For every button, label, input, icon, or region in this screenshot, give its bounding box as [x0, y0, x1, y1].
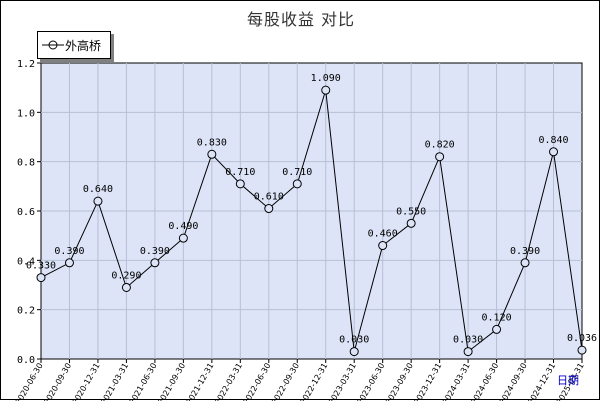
data-label: 0.840 — [538, 135, 568, 146]
data-point — [37, 274, 45, 282]
data-label: 0.710 — [282, 167, 312, 178]
data-label: 0.460 — [368, 229, 398, 240]
data-label: 0.610 — [254, 192, 284, 203]
x-tick-label: 2024-06-30 — [469, 362, 500, 401]
data-label: 0.490 — [168, 221, 198, 232]
data-point — [151, 259, 159, 267]
data-point — [407, 219, 415, 227]
data-point — [265, 205, 273, 213]
legend-marker-icon — [42, 38, 64, 52]
data-label: 0.290 — [111, 270, 141, 281]
data-label: 0.820 — [425, 140, 455, 151]
data-point — [350, 348, 358, 356]
data-point — [578, 346, 586, 354]
x-tick-label: 2021-12-31 — [185, 362, 216, 401]
x-tick-label: 2021-03-31 — [99, 362, 130, 401]
data-point — [65, 259, 73, 267]
data-point — [293, 180, 301, 188]
data-point — [322, 86, 330, 94]
x-axis: 2020-06-302020-09-302020-12-312021-03-31… — [14, 359, 586, 401]
data-point — [94, 197, 102, 205]
x-tick-label: 2020-06-30 — [14, 362, 45, 401]
legend-entry-label: 外高桥 — [65, 37, 101, 54]
x-axis-title: 日期 — [557, 372, 579, 388]
y-tick-label: 0.6 — [17, 207, 35, 218]
x-tick-label: 2021-09-30 — [156, 362, 187, 401]
data-point — [179, 234, 187, 242]
y-tick-label: 1.2 — [17, 59, 35, 70]
data-label: 0.390 — [510, 246, 540, 257]
data-label: 0.030 — [339, 335, 369, 346]
data-label: 0.390 — [54, 246, 84, 257]
data-label: 0.030 — [453, 335, 483, 346]
data-label: 1.090 — [311, 73, 341, 84]
data-label: 0.710 — [225, 167, 255, 178]
data-label: 0.640 — [83, 184, 113, 195]
y-tick-label: 1.0 — [17, 108, 35, 119]
x-tick-label: 2023-09-30 — [384, 362, 415, 401]
legend: 外高桥 — [37, 31, 111, 59]
data-label: 0.550 — [396, 206, 426, 217]
x-tick-label: 2022-06-30 — [241, 362, 272, 401]
y-tick-label: 0.8 — [17, 158, 35, 169]
x-tick-label: 2022-09-30 — [270, 362, 301, 401]
data-point — [236, 180, 244, 188]
data-label: 0.120 — [482, 312, 512, 323]
x-tick-label: 2023-12-31 — [412, 362, 443, 401]
data-point — [521, 259, 529, 267]
x-tick-label: 2024-12-31 — [526, 362, 557, 401]
x-tick-label: 2022-03-31 — [213, 362, 244, 401]
y-tick-label: 0.2 — [17, 306, 35, 317]
y-axis: 0.00.20.40.60.81.01.2 — [17, 59, 41, 366]
data-label: 0.830 — [197, 137, 227, 148]
data-label: 0.330 — [26, 261, 56, 272]
x-tick-label: 2022-12-31 — [298, 362, 329, 401]
x-tick-label: 2023-03-31 — [327, 362, 358, 401]
x-tick-label: 2020-09-30 — [42, 362, 73, 401]
x-tick-label: 2024-03-31 — [441, 361, 472, 401]
x-tick-label: 2024-09-30 — [498, 362, 529, 401]
data-point — [550, 148, 558, 156]
data-point — [493, 325, 501, 333]
data-point — [464, 348, 472, 356]
y-tick-label: 0.0 — [17, 355, 35, 366]
data-point — [122, 283, 130, 291]
data-point — [208, 150, 216, 158]
data-label: 0.390 — [140, 246, 170, 257]
data-point — [436, 153, 444, 161]
x-tick-label: 2023-06-30 — [355, 362, 386, 401]
x-tick-label: 2021-06-30 — [128, 362, 159, 401]
x-tick-label: 2020-12-31 — [71, 362, 102, 401]
data-label: 0.036 — [567, 333, 597, 344]
data-point — [379, 242, 387, 250]
